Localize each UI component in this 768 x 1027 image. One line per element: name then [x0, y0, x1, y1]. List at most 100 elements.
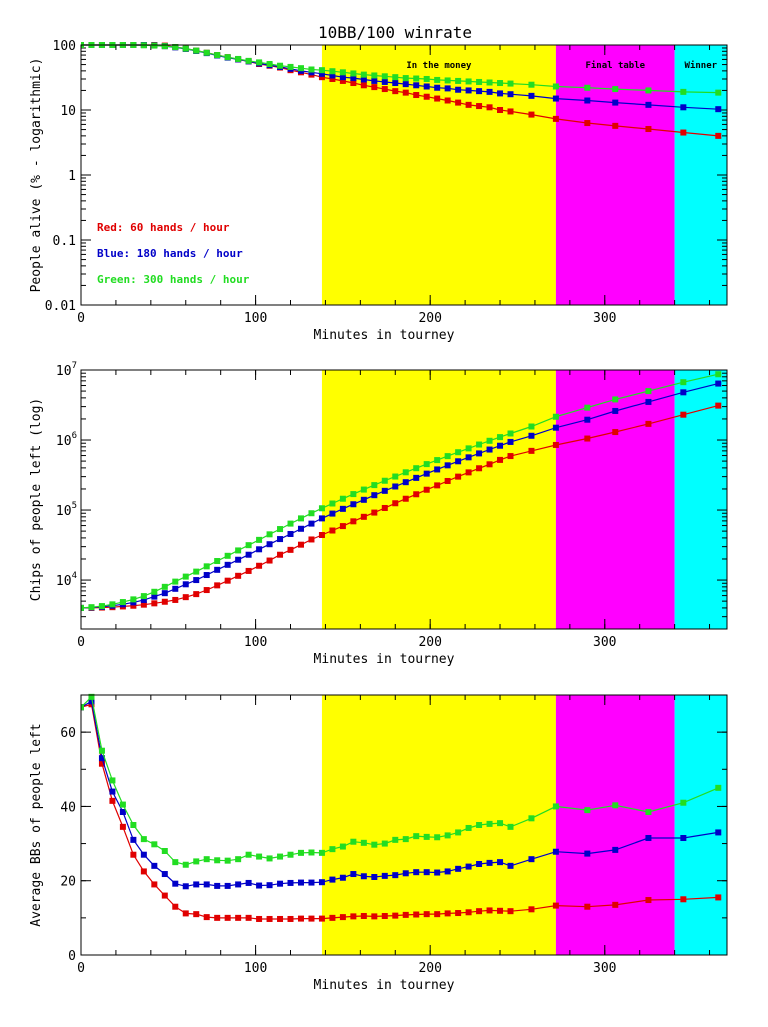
data-point-red: [423, 93, 430, 100]
chart-title: 10BB/100 winrate: [318, 23, 472, 42]
region-band: [555, 695, 675, 955]
data-point-green: [329, 846, 336, 853]
data-point-blue: [193, 577, 200, 584]
data-point-blue: [235, 556, 242, 563]
data-point-green: [371, 72, 378, 79]
data-point-blue: [266, 882, 273, 889]
data-point-green: [423, 461, 430, 468]
data-point-green: [245, 851, 252, 858]
region-band: [674, 370, 727, 629]
data-point-blue: [277, 880, 284, 887]
data-point-red: [434, 482, 441, 489]
data-point-green: [161, 848, 168, 854]
data-point-blue: [287, 879, 294, 886]
data-point-blue: [507, 438, 514, 445]
data-point-blue: [507, 862, 514, 869]
data-point-blue: [497, 859, 504, 866]
data-point-blue: [140, 596, 147, 603]
data-point-red: [680, 896, 687, 903]
data-point-blue: [486, 446, 493, 453]
data-point-blue: [645, 398, 652, 405]
y-tick-label: 105: [56, 501, 77, 519]
x-tick-label: 300: [593, 961, 616, 976]
data-point-red: [434, 911, 441, 918]
data-point-blue: [318, 515, 325, 522]
data-point-red: [584, 435, 591, 442]
data-point-red: [552, 441, 559, 448]
region-label: In the money: [406, 61, 472, 71]
data-point-green: [371, 841, 378, 848]
data-point-green: [434, 834, 441, 841]
data-point-green: [245, 57, 252, 64]
data-point-green: [287, 851, 294, 858]
x-tick-label: 100: [244, 961, 267, 976]
data-point-blue: [360, 76, 367, 83]
data-point-green: [98, 603, 105, 610]
data-point-green: [214, 857, 221, 864]
data-point-green: [392, 473, 399, 480]
data-point-blue: [308, 520, 315, 527]
data-point-red: [318, 532, 325, 539]
x-axis-label: Minutes in tourney: [314, 328, 455, 343]
data-point-blue: [350, 871, 357, 878]
data-point-red: [245, 567, 252, 574]
data-point-red: [339, 77, 346, 84]
data-point-red: [455, 473, 462, 480]
data-point-red: [434, 95, 441, 102]
data-point-blue: [224, 882, 231, 889]
data-point-blue: [584, 97, 591, 104]
data-point-blue: [151, 862, 158, 869]
data-point-red: [235, 914, 242, 921]
data-point-red: [245, 914, 252, 921]
data-point-red: [318, 74, 325, 81]
data-point-green: [423, 833, 430, 840]
data-point-red: [214, 582, 221, 589]
data-point-blue: [360, 873, 367, 880]
data-point-red: [130, 602, 137, 609]
data-point-green: [612, 86, 619, 93]
data-point-red: [444, 97, 451, 104]
data-point-blue: [455, 458, 462, 465]
data-point-green: [266, 531, 273, 538]
data-point-blue: [402, 870, 409, 877]
data-point-red: [339, 523, 346, 530]
data-point-blue: [297, 879, 304, 886]
y-tick-label: 40: [60, 800, 76, 815]
data-point-blue: [423, 83, 430, 90]
y-tick-label: 0.01: [45, 299, 76, 314]
data-point-red: [392, 912, 399, 919]
data-point-green: [444, 77, 451, 84]
data-point-green: [715, 371, 722, 378]
data-point-blue: [680, 835, 687, 841]
data-point-green: [140, 593, 147, 600]
data-point-green: [130, 822, 137, 828]
data-point-red: [308, 536, 315, 543]
data-point-blue: [402, 479, 409, 486]
panel-2: 0 100 200 300 104 105 106 107 Minutes in tourney…: [29, 361, 728, 667]
data-point-red: [203, 587, 210, 594]
data-point-green: [350, 838, 357, 845]
data-point-red: [423, 911, 430, 918]
legend-entry: Red: 60 hands / hour: [97, 221, 230, 234]
data-point-green: [584, 404, 591, 411]
data-point-green: [360, 71, 367, 78]
data-point-green: [455, 77, 462, 84]
data-point-blue: [318, 879, 325, 886]
data-point-green: [507, 430, 514, 437]
data-point-blue: [507, 91, 514, 98]
data-point-green: [497, 434, 504, 441]
data-point-red: [140, 601, 147, 608]
data-point-red: [413, 491, 420, 498]
x-tick-label: 200: [418, 961, 441, 976]
data-point-green: [318, 849, 325, 856]
data-point-green: [528, 81, 535, 88]
data-point-green: [277, 526, 284, 533]
data-point-red: [182, 910, 189, 917]
data-point-red: [350, 518, 357, 525]
data-point-red: [497, 456, 504, 463]
data-point-green: [130, 596, 137, 603]
data-point-red: [109, 797, 116, 804]
data-point-blue: [161, 871, 168, 878]
data-point-green: [224, 857, 231, 864]
data-point-red: [360, 82, 367, 89]
